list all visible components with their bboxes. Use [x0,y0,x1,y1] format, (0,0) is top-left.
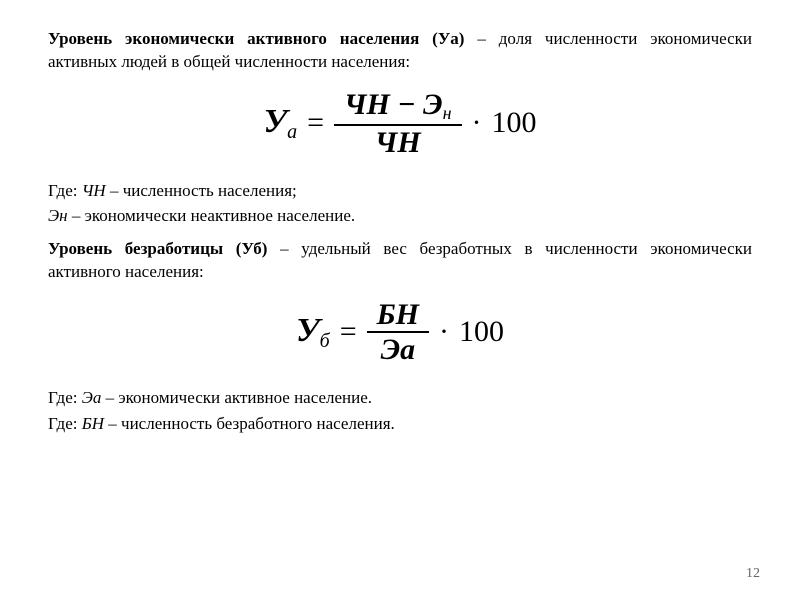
formula2-lhs: Уб [296,312,330,353]
where1-line1: Где: ЧН – численность населения; [48,179,752,203]
formula2-lhs-main: У [296,312,320,349]
section1-term: Уровень экономически активного населения… [48,29,464,48]
formula2-den: Эа [371,333,426,366]
formula1-num-text: ЧН − Э [344,88,442,121]
where1-sym2: Эн [48,206,68,225]
where1-txt1: – численность населения; [106,181,297,200]
formula1-fraction: ЧН − Эн ЧН [334,88,461,159]
where1-sym1: ЧН [82,181,106,200]
formula2-mult: 100 [459,315,504,349]
where2-txt2: – численность безработного населения. [104,414,395,433]
formula2-den-text: Э [381,333,401,366]
dot-sign-2: · [439,315,449,349]
where2-pre2: Где: [48,414,82,433]
formula2-lhs-sub: б [320,330,330,352]
formula1-lhs-main: У [263,103,287,140]
formula1-lhs: Уа [263,103,297,144]
formula2-den-sub: а [400,333,415,366]
formula2-fraction: БН Эа [367,298,429,366]
formula1-mult: 100 [492,106,537,140]
where2-line1: Где: Эа – экономически активное населени… [48,386,752,410]
formula1-num-sub: н [443,103,452,123]
where2-pre1: Где: [48,388,82,407]
formula-2: Уб = БН Эа · 100 [48,298,752,366]
formula1-num: ЧН − Эн [334,88,461,124]
page-number: 12 [746,566,760,582]
where1-pre: Где: [48,181,82,200]
equals-sign: = [307,106,324,140]
section2-term: Уровень безработицы (Уб) [48,239,267,258]
formula1-lhs-sub: а [287,121,297,143]
where1-txt2: – экономически неактивное население. [68,206,356,225]
equals-sign-2: = [340,315,357,349]
where2-sym2: БН [82,414,104,433]
formula1-den: ЧН [365,126,431,159]
where2-sym1: Эа [82,388,102,407]
where1-line2: Эн – экономически неактивное население. [48,204,752,228]
section1-paragraph: Уровень экономически активного населения… [48,28,752,74]
dot-sign: · [472,106,482,140]
where2-txt1: – экономически активное население. [101,388,372,407]
formula2-num: БН [367,298,429,331]
section2-paragraph: Уровень безработицы (Уб) – удельный вес … [48,238,752,284]
formula-1: Уа = ЧН − Эн ЧН · 100 [48,88,752,159]
where2-line2: Где: БН – численность безработного насел… [48,412,752,436]
